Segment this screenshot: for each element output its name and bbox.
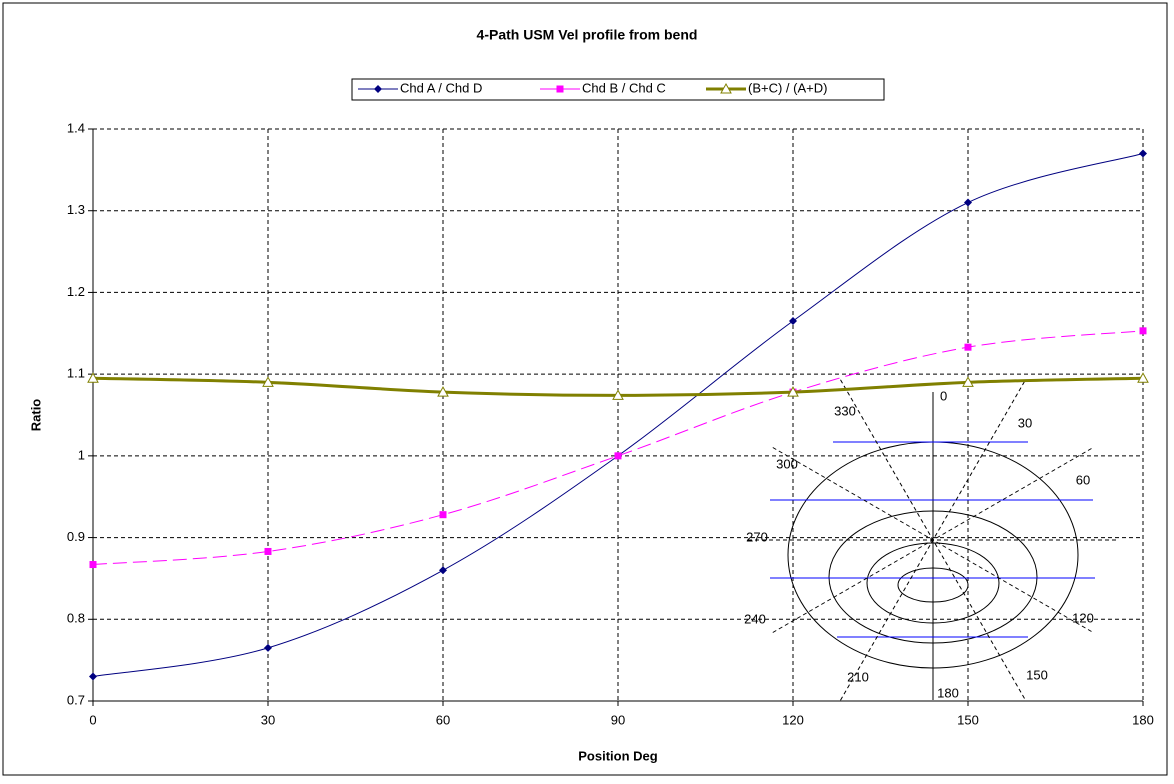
point [962, 376, 974, 387]
y-tick-label: 1.4 [67, 120, 85, 135]
point [787, 386, 799, 397]
inset-label: 120 [1072, 610, 1094, 625]
point [612, 389, 624, 400]
x-tick-label: 150 [957, 712, 979, 727]
y-tick-label: 1.3 [67, 202, 85, 217]
point [964, 343, 972, 351]
point [439, 511, 447, 519]
point [264, 547, 272, 555]
legend-marker [556, 85, 564, 93]
spoke [840, 379, 1026, 701]
y-tick-label: 0.8 [67, 611, 85, 626]
point [1139, 327, 1147, 335]
inset-label: 180 [937, 685, 959, 700]
y-tick-label: 1.1 [67, 366, 85, 381]
inset-label: 330 [834, 403, 856, 418]
point [964, 198, 972, 207]
x-tick-label: 90 [611, 712, 625, 727]
y-tick-label: 0.9 [67, 529, 85, 544]
x-tick-label: 120 [782, 712, 804, 727]
x-tick-label: 60 [436, 712, 450, 727]
point [614, 452, 622, 460]
inset-label: 30 [1018, 415, 1032, 430]
point [89, 672, 97, 681]
x-tick-label: 180 [1132, 712, 1154, 727]
y-tick-label: 1.2 [67, 284, 85, 299]
legend-marker [374, 85, 382, 93]
inset-label: 270 [746, 529, 768, 544]
x-axis-label: Position Deg [578, 748, 658, 763]
bend-diagram: 0 30 60 120 150 180 210 240 270 300 330 [744, 379, 1118, 701]
point [87, 372, 99, 383]
point [789, 317, 797, 326]
grid: 0.7 0.8 0.9 1 1.1 1.2 1.3 1.4 0 30 60 90 120 150 180 [67, 120, 1154, 727]
inset-label: 150 [1026, 667, 1048, 682]
y-tick-label: 1 [78, 447, 85, 462]
x-tick-label: 0 [89, 712, 96, 727]
point [437, 386, 449, 397]
x-tick-label: 30 [261, 712, 275, 727]
inset-label: 300 [776, 456, 798, 471]
y-tick-label: 0.7 [67, 692, 85, 707]
legend-label: (B+C) / (A+D) [748, 80, 827, 95]
point [262, 376, 274, 387]
legend-marker [720, 82, 732, 94]
point [1139, 149, 1147, 158]
legend-label: Chd A / Chd D [400, 80, 482, 95]
inset-label: 60 [1076, 472, 1090, 487]
legend-label: Chd B / Chd C [582, 80, 666, 95]
legend-box [351, 78, 885, 101]
point [1137, 372, 1149, 383]
point [89, 561, 97, 569]
inset-label: 240 [744, 611, 766, 626]
inset-label: 0 [940, 388, 947, 403]
chart-title: 4-Path USM Vel profile from bend [477, 27, 698, 43]
point [439, 566, 447, 575]
inset-label: 210 [847, 669, 869, 684]
point [264, 643, 272, 652]
y-axis-label: Ratio [28, 399, 43, 432]
